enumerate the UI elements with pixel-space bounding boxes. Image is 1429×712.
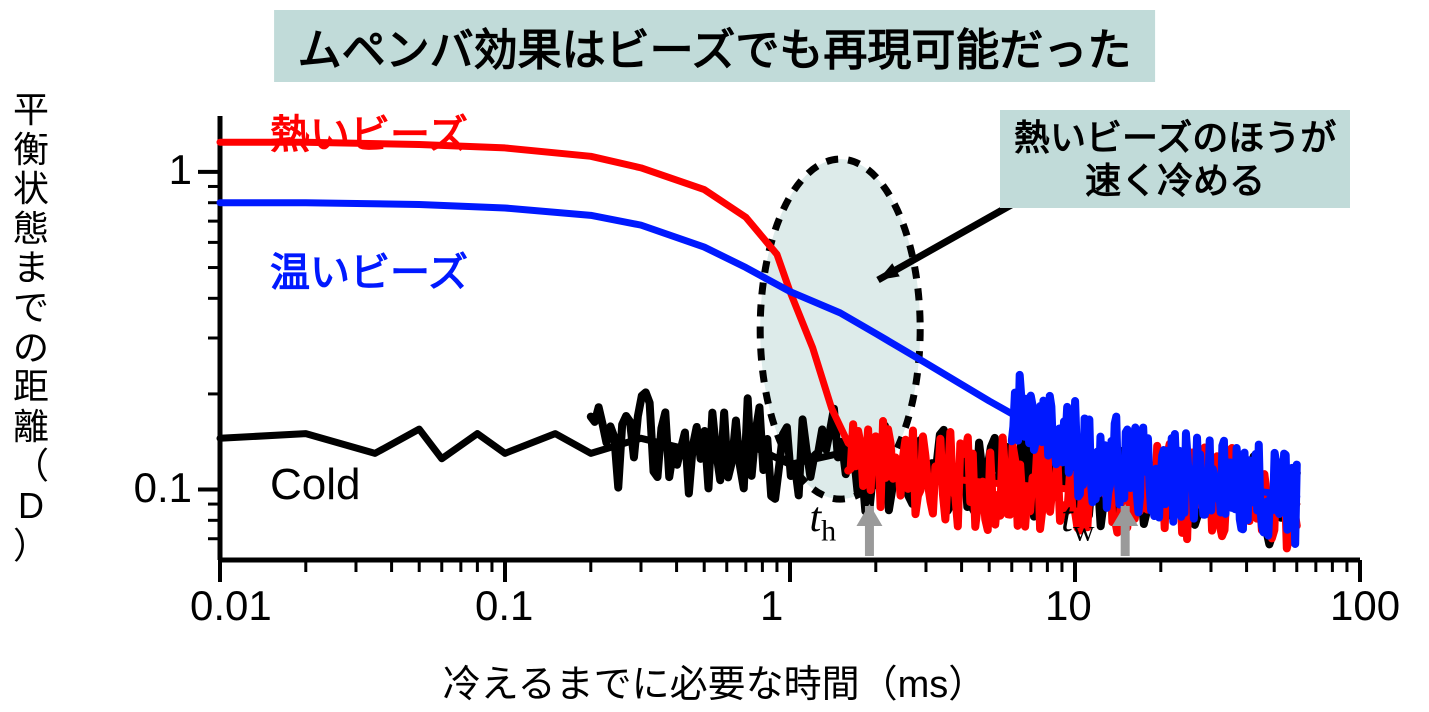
y-tick-label: 0.1 bbox=[134, 464, 192, 512]
x-tick-label: 100 bbox=[1330, 582, 1400, 630]
marker-t-h: th bbox=[809, 494, 836, 548]
annotation-callout: 熱いビーズのほうが速く冷める bbox=[1000, 110, 1350, 208]
marker-t-w: tw bbox=[1061, 494, 1094, 548]
x-axis-label: 冷えるまでに必要な時間（ms） bbox=[443, 653, 987, 708]
y-tick-label: 1 bbox=[169, 146, 192, 194]
x-tick-label: 0.01 bbox=[190, 582, 272, 630]
x-tick-label: 0.1 bbox=[475, 582, 533, 630]
legend-hot: 熱いビーズ bbox=[270, 102, 468, 160]
y-axis-label: 平衡状態までの距離（D） bbox=[10, 90, 52, 565]
page-title: ムペンバ効果はビーズでも再現可能だった bbox=[274, 10, 1156, 82]
x-tick-label: 1 bbox=[760, 582, 783, 630]
legend-warm: 温いビーズ bbox=[270, 240, 468, 298]
x-tick-label: 10 bbox=[1045, 582, 1092, 630]
chart: 0.11 0.010.1110100 熱いビーズ 温いビーズ Cold 熱いビー… bbox=[100, 80, 1390, 640]
legend-cold: Cold bbox=[270, 460, 361, 510]
